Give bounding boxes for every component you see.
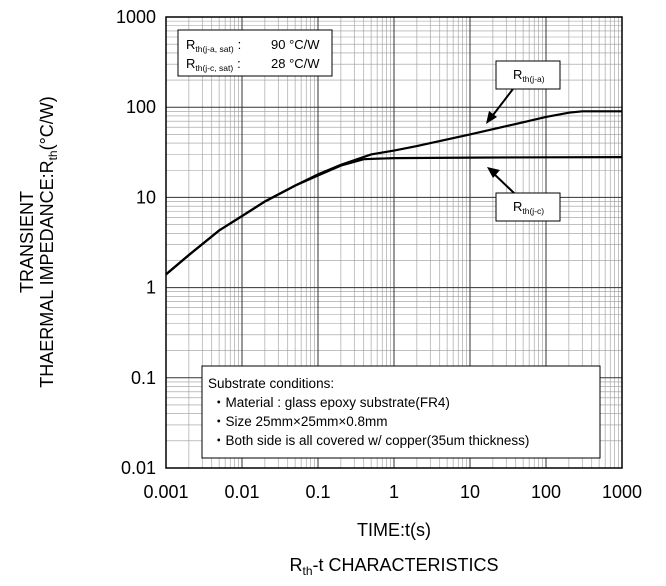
x-tick-label: 0.01 [224, 482, 259, 502]
substrate-conditions-item: ・Both side is all covered w/ copper(35um… [212, 433, 529, 448]
substrate-conditions-item: ・Material : glass epoxy substrate(FR4) [212, 395, 450, 410]
plot-frame [165, 16, 623, 469]
y-tick-label: 10 [136, 187, 156, 207]
series-label-jc-box [495, 192, 561, 222]
rth-ja-sat-label: Rth(j-a, sat): [186, 37, 241, 54]
y-tick-labels: 0.01 0.1 1 10 100 1000 [116, 7, 156, 478]
chart-title: Rth-t CHARACTERISTICS [289, 555, 498, 578]
series-label-jc-arrow [491, 171, 515, 194]
series-label-ja-arrowhead [486, 111, 497, 124]
rth-ja-sat-value: 90 °C/W [271, 37, 320, 52]
substrate-conditions-frame [201, 365, 601, 459]
x-axis-title: TIME:t(s) [357, 520, 431, 540]
series-label-ja-box [495, 60, 561, 90]
x-tick-label: 1 [389, 482, 399, 502]
substrate-conditions-box: Substrate conditions: ・Material : glass … [201, 365, 601, 459]
y-axis-title: TRANSIENT THAERMAL IMPEDANCE:Rth(°C/W) [17, 96, 60, 388]
y-tick-label: 1 [146, 278, 156, 298]
series-label-jc-arrowhead [487, 167, 500, 178]
rth-jc-sat-label: Rth(j-c, sat): [186, 56, 241, 73]
y-tick-label: 100 [126, 97, 156, 117]
x-tick-label: 0.001 [143, 482, 188, 502]
y-tick-label: 0.1 [131, 368, 156, 388]
x-tick-label: 0.1 [305, 482, 330, 502]
substrate-conditions-item: ・Size 25mm×25mm×0.8mm [212, 414, 388, 429]
series-label-jc-text: Rth(j-c) [513, 199, 544, 216]
x-tick-label: 100 [531, 482, 561, 502]
series-label-ja: Rth(j-a) [486, 60, 561, 124]
series-line-rth-jc [165, 156, 623, 276]
series-label-ja-text: Rth(j-a) [513, 67, 545, 84]
rth-sat-box-frame [177, 29, 333, 77]
series-label-ja-arrow [489, 88, 514, 120]
rth-sat-box: Rth(j-a, sat): 90 °C/W Rth(j-c, sat): 28… [177, 29, 333, 77]
y-axis-title-line1: TRANSIENT [17, 191, 37, 293]
x-tick-label: 1000 [602, 482, 642, 502]
substrate-conditions-heading: Substrate conditions: [208, 376, 334, 391]
y-axis-title-line2: THAERMAL IMPEDANCE:Rth(°C/W) [37, 96, 60, 388]
y-tick-label: 0.01 [121, 458, 156, 478]
y-tick-label: 1000 [116, 7, 156, 27]
series-layer [165, 110, 623, 276]
x-tick-label: 10 [460, 482, 480, 502]
x-tick-labels: 0.001 0.01 0.1 1 10 100 1000 [143, 482, 642, 502]
series-label-jc: Rth(j-c) [487, 167, 561, 222]
rth-jc-sat-value: 28 °C/W [271, 56, 320, 71]
